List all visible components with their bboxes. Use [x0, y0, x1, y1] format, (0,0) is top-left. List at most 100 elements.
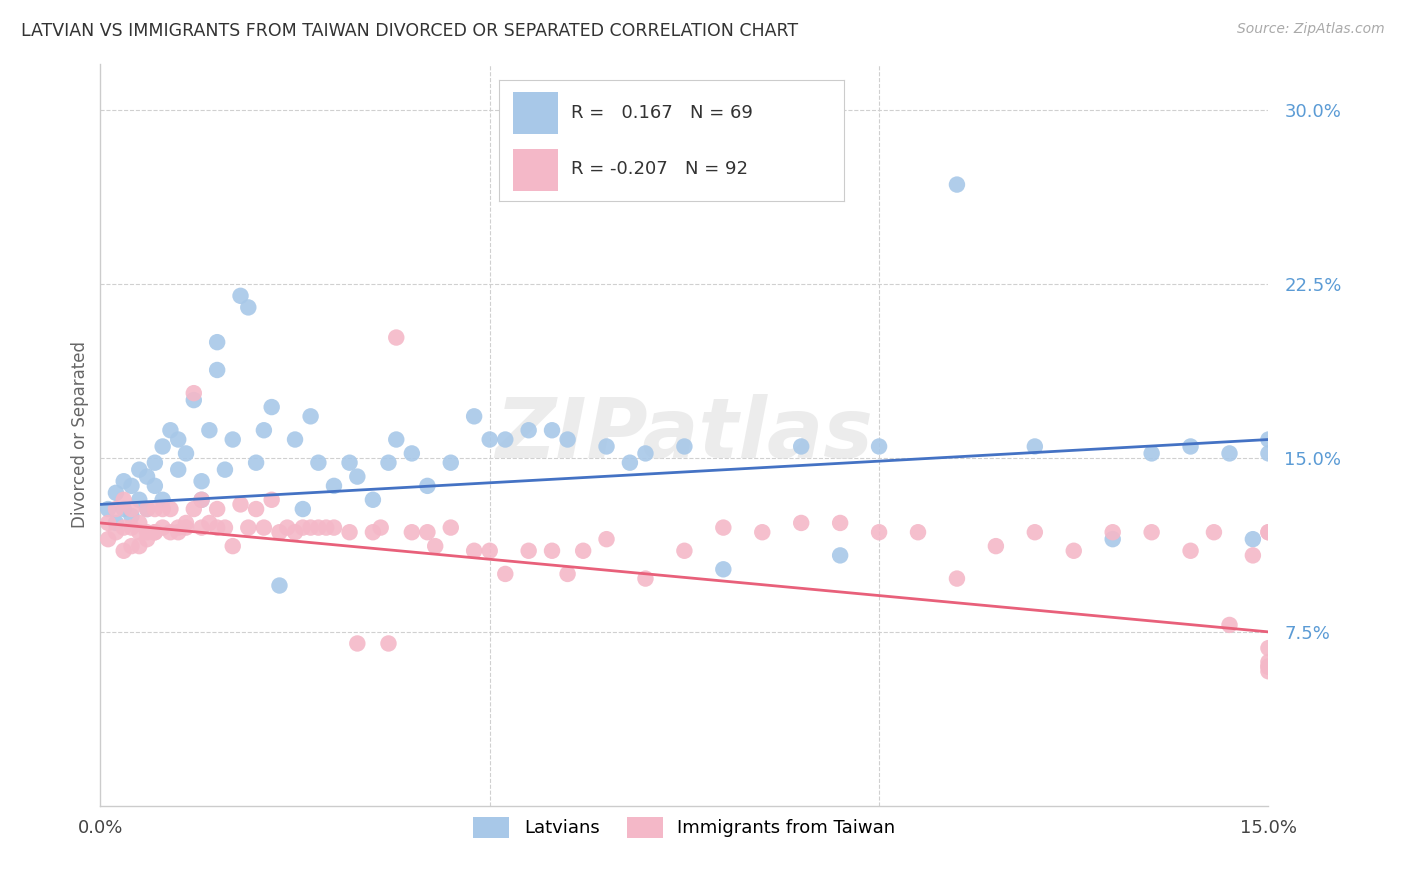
Point [97, 502, 120, 516]
Point [307, 520, 329, 534]
Point [229, 289, 252, 303]
Point [260, 492, 283, 507]
Point [619, 456, 641, 470]
Point [1140, 446, 1163, 460]
Point [152, 520, 174, 534]
Point [143, 525, 166, 540]
Point [174, 516, 197, 530]
Point [401, 525, 423, 540]
Point [253, 520, 276, 534]
Point [494, 566, 516, 581]
Point [136, 502, 159, 516]
Point [517, 423, 540, 437]
Point [790, 440, 813, 454]
Point [595, 440, 617, 454]
Point [1202, 525, 1225, 540]
Point [104, 525, 127, 540]
Point [245, 502, 267, 516]
Point [97, 532, 120, 546]
Point [425, 539, 447, 553]
Point [121, 508, 143, 523]
Point [121, 520, 143, 534]
Point [541, 423, 564, 437]
Point [205, 335, 228, 350]
Point [323, 479, 346, 493]
Point [143, 525, 166, 540]
Point [1180, 440, 1202, 454]
Point [245, 456, 267, 470]
Point [143, 479, 166, 493]
Point [128, 492, 150, 507]
Point [121, 502, 143, 516]
Point [1257, 641, 1279, 656]
Point [1241, 532, 1264, 546]
Point [463, 543, 485, 558]
Point [346, 636, 368, 650]
Point [315, 520, 337, 534]
Point [790, 516, 813, 530]
Point [634, 446, 657, 460]
Point [1257, 433, 1279, 447]
Point [238, 301, 260, 315]
Point [401, 446, 423, 460]
Point [276, 520, 298, 534]
Point [1241, 549, 1264, 563]
Point [1257, 446, 1279, 460]
Point [121, 539, 143, 553]
Point [361, 492, 384, 507]
Point [269, 578, 291, 592]
Point [634, 572, 657, 586]
Point [222, 539, 245, 553]
Point [478, 433, 501, 447]
Point [104, 516, 127, 530]
Point [159, 423, 181, 437]
Point [907, 525, 929, 540]
Point [711, 520, 734, 534]
Point [1024, 440, 1046, 454]
Point [984, 539, 1007, 553]
Point [152, 502, 174, 516]
Point [183, 393, 205, 408]
Point [946, 572, 969, 586]
Point [136, 525, 159, 540]
Point [190, 475, 212, 489]
Point [346, 469, 368, 483]
Point [205, 520, 228, 534]
Point [572, 543, 595, 558]
Point [128, 539, 150, 553]
Bar [513, 93, 558, 135]
Point [190, 492, 212, 507]
Point [128, 463, 150, 477]
Point [214, 463, 236, 477]
Point [541, 543, 564, 558]
Point [260, 400, 283, 414]
Point [167, 525, 190, 540]
Point [112, 475, 135, 489]
Point [205, 363, 228, 377]
Point [1180, 543, 1202, 558]
Point [159, 525, 181, 540]
Point [711, 562, 734, 576]
Point [830, 549, 852, 563]
Point [463, 409, 485, 424]
Point [291, 502, 314, 516]
Point [385, 330, 408, 344]
Point [299, 520, 322, 534]
Text: R =   0.167   N = 69: R = 0.167 N = 69 [571, 104, 754, 122]
Point [751, 525, 773, 540]
Point [673, 440, 696, 454]
Point [238, 520, 260, 534]
Point [299, 409, 322, 424]
Point [104, 485, 127, 500]
Point [214, 520, 236, 534]
Point [1257, 655, 1279, 669]
Point [104, 502, 127, 516]
Point [339, 456, 361, 470]
Point [174, 446, 197, 460]
Point [1257, 659, 1279, 673]
Point [1257, 659, 1279, 673]
Point [190, 492, 212, 507]
Point [1257, 525, 1279, 540]
Point [291, 520, 314, 534]
Point [152, 492, 174, 507]
